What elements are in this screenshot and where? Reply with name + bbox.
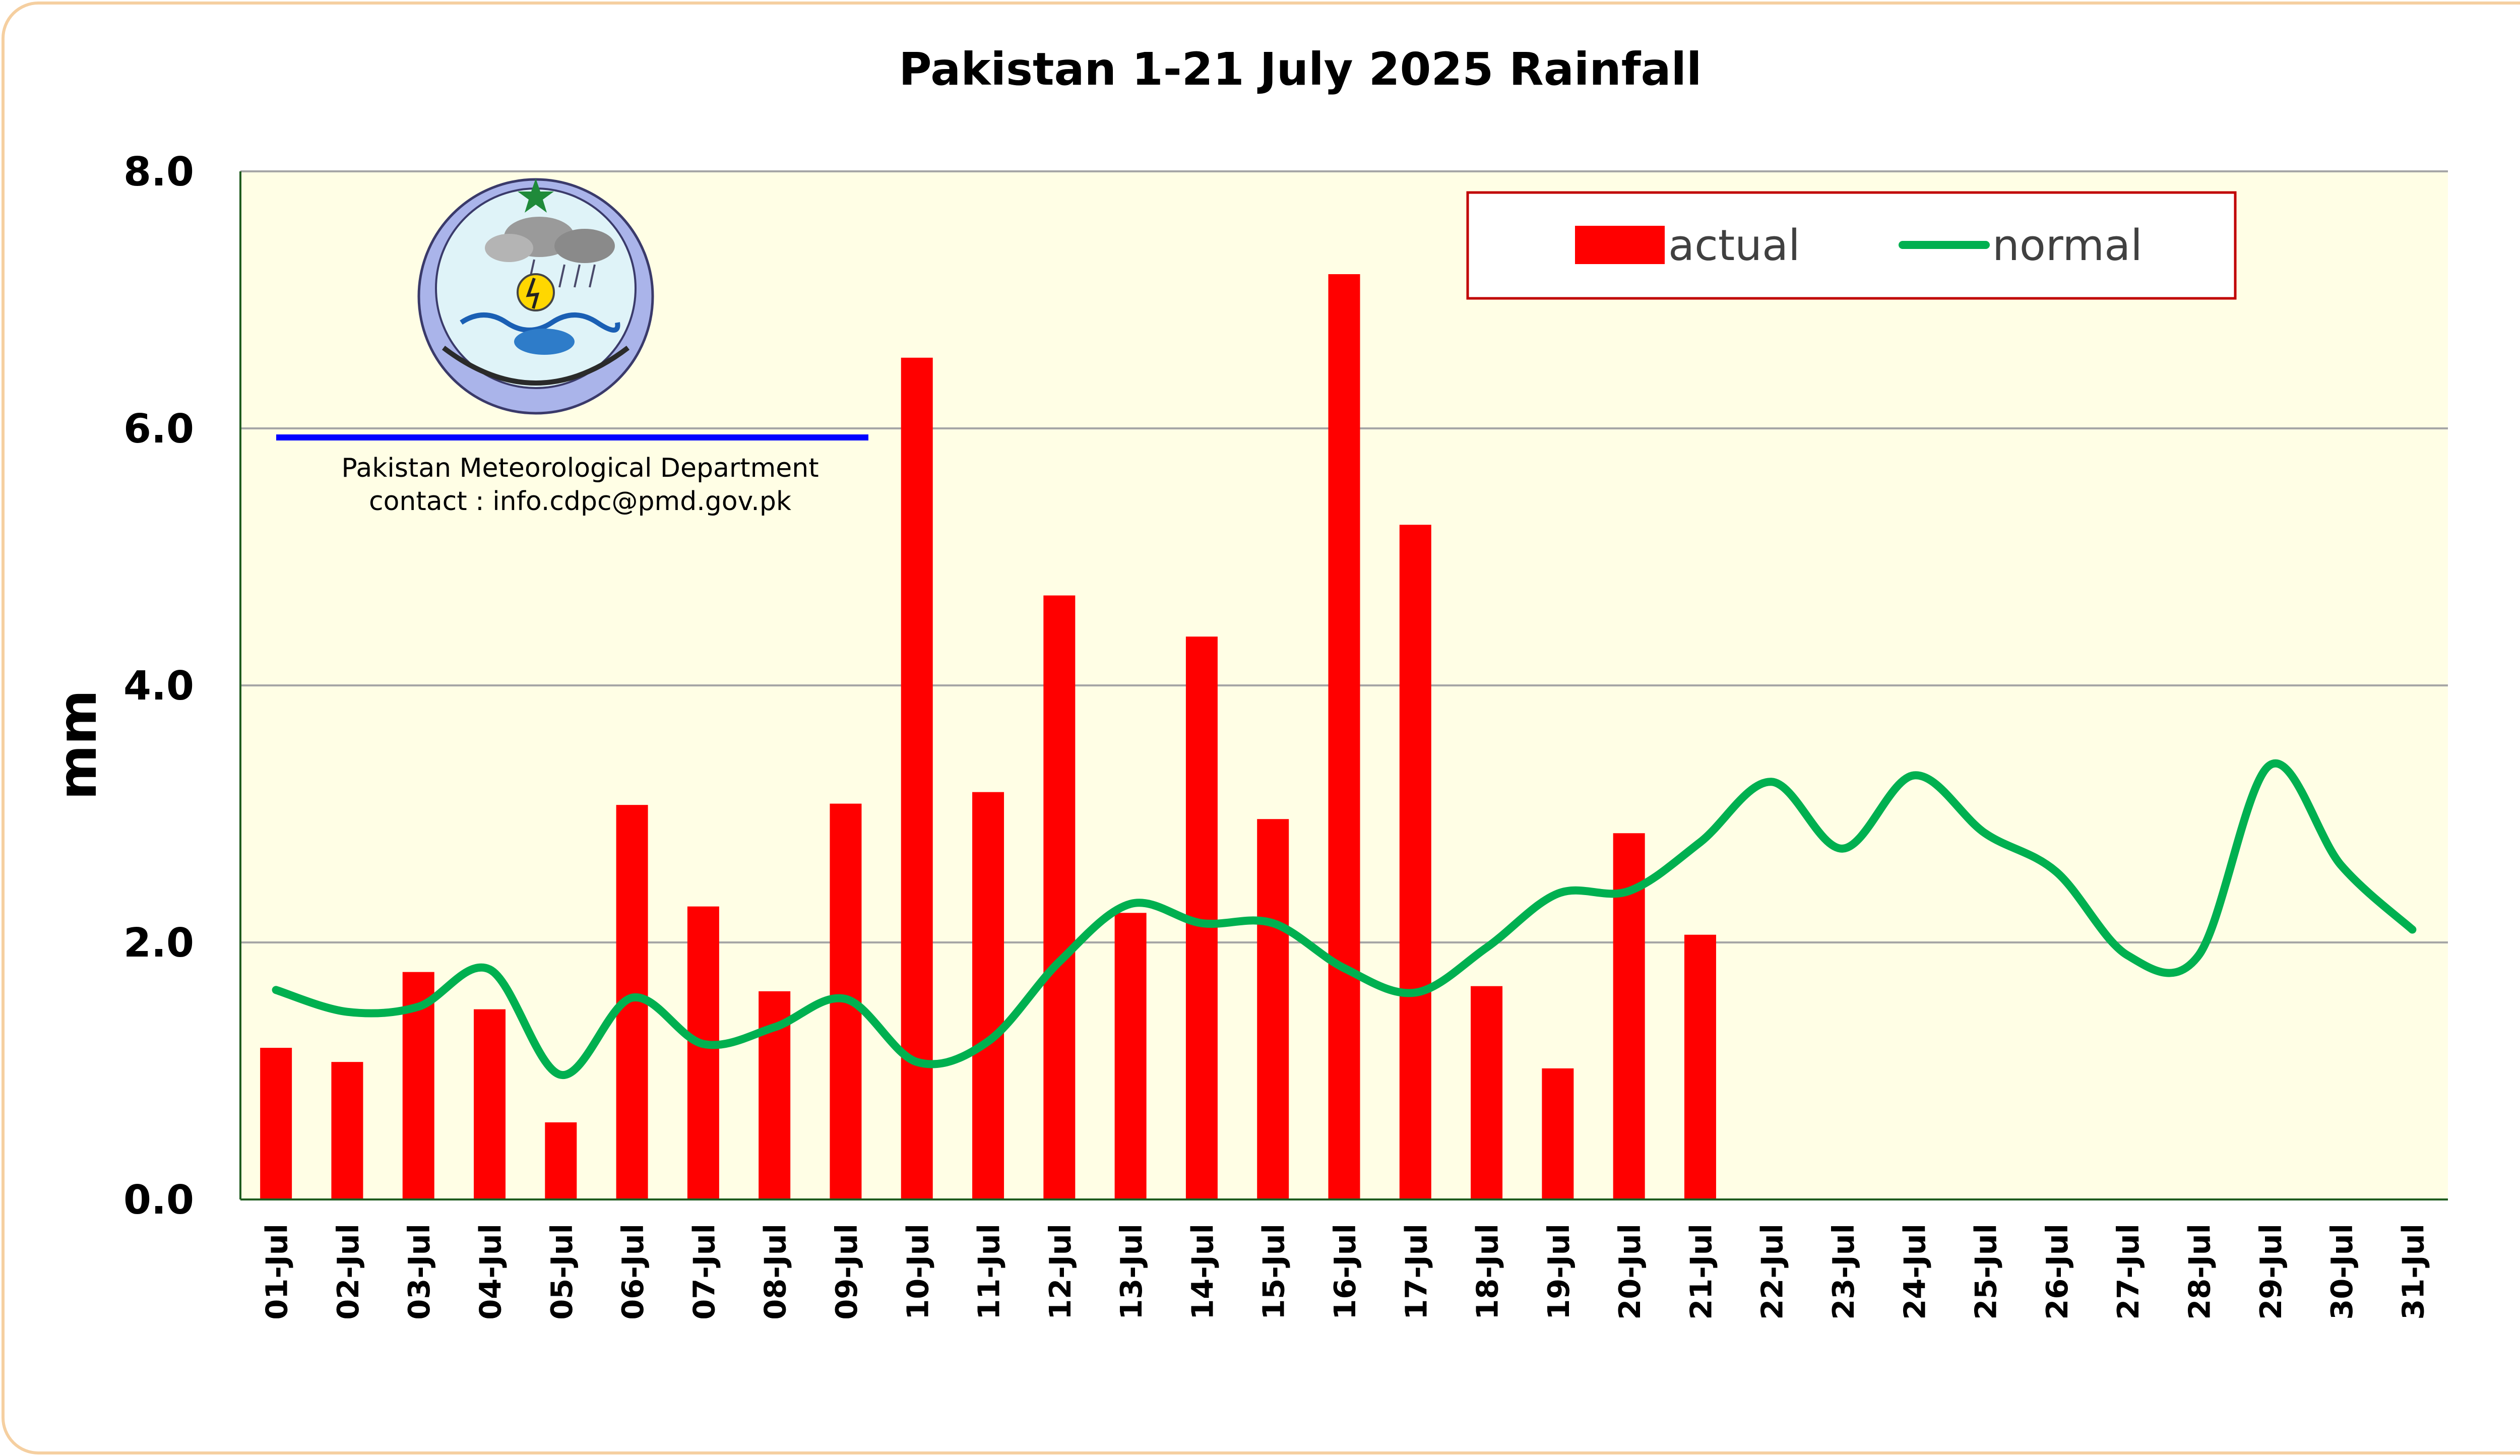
bar-actual-18-Jul xyxy=(1471,986,1503,1199)
x-tick-label: 28-Jul xyxy=(2182,1224,2217,1320)
bar-actual-19-Jul xyxy=(1542,1068,1574,1199)
x-tick-label: 25-Jul xyxy=(1969,1224,2003,1320)
x-tick-label: 03-Jul xyxy=(402,1224,436,1320)
x-tick-label: 09-Jul xyxy=(829,1224,864,1320)
bar-actual-10-Jul xyxy=(901,357,933,1199)
x-tick-label: 08-Jul xyxy=(758,1224,793,1320)
bar-actual-13-Jul xyxy=(1114,913,1147,1199)
x-tick-label: 19-Jul xyxy=(1541,1224,1576,1320)
pmd-caption-line1: Pakistan Meteorological Department xyxy=(341,453,818,483)
x-tick-label: 20-Jul xyxy=(1612,1224,1647,1320)
x-tick-label: 01-Jul xyxy=(260,1224,294,1320)
x-tick-label: 29-Jul xyxy=(2253,1224,2288,1320)
pmd-caption-line2: contact : info.cdpc@pmd.gov.pk xyxy=(369,486,791,517)
actual-bars xyxy=(260,274,1716,1199)
y-axis-label: mm xyxy=(47,690,108,800)
x-tick-label: 21-Jul xyxy=(1683,1224,1718,1320)
x-tick-label: 07-Jul xyxy=(686,1224,721,1320)
bar-actual-17-Jul xyxy=(1399,525,1431,1199)
bar-actual-12-Jul xyxy=(1043,595,1076,1199)
bar-actual-21-Jul xyxy=(1684,934,1716,1199)
y-tick-label: 0.0 xyxy=(123,1177,194,1223)
x-tick-label: 17-Jul xyxy=(1399,1224,1433,1320)
y-tick-label: 2.0 xyxy=(123,920,194,966)
y-tick-labels: 0.0 2.0 4.0 6.0 8.0 xyxy=(123,149,194,1223)
x-tick-label: 30-Jul xyxy=(2324,1224,2359,1320)
legend-swatch-actual xyxy=(1575,226,1665,264)
x-tick-label: 26-Jul xyxy=(2040,1224,2074,1320)
bar-actual-16-Jul xyxy=(1328,274,1360,1199)
x-tick-label: 02-Jul xyxy=(331,1224,365,1320)
y-tick-label: 4.0 xyxy=(123,663,194,709)
y-tick-label: 8.0 xyxy=(123,149,194,195)
bar-actual-01-Jul xyxy=(260,1048,292,1199)
bar-actual-15-Jul xyxy=(1257,819,1289,1199)
bar-actual-07-Jul xyxy=(687,906,719,1199)
x-tick-label: 05-Jul xyxy=(544,1224,579,1320)
x-tick-labels: 01-Jul 02-Jul 03-Jul 04-Jul 05-Jul 06-Jul 07-J… xyxy=(260,1224,2431,1320)
normal-line xyxy=(272,759,2417,1079)
x-tick-label: 18-Jul xyxy=(1470,1224,1505,1320)
legend-label-normal: normal xyxy=(1992,221,2143,271)
x-tick-label: 24-Jul xyxy=(1897,1224,1932,1320)
x-tick-label: 04-Jul xyxy=(473,1224,508,1320)
bar-actual-04-Jul xyxy=(474,1009,506,1199)
x-tick-label: 15-Jul xyxy=(1256,1224,1291,1320)
x-tick-label: 22-Jul xyxy=(1755,1224,1790,1320)
x-tick-label: 27-Jul xyxy=(2111,1224,2146,1320)
legend: actual normal xyxy=(1466,191,2237,300)
x-tick-label: 06-Jul xyxy=(615,1224,650,1320)
x-tick-label: 11-Jul xyxy=(972,1224,1006,1320)
bar-actual-05-Jul xyxy=(545,1122,577,1199)
bar-actual-02-Jul xyxy=(331,1062,363,1199)
x-tick-label: 14-Jul xyxy=(1185,1224,1220,1320)
axes xyxy=(239,171,2448,1200)
x-tick-label: 31-Jul xyxy=(2396,1224,2430,1320)
x-tick-label: 16-Jul xyxy=(1328,1224,1362,1320)
legend-label-actual: actual xyxy=(1668,221,1800,271)
chart-title: Pakistan 1-21 July 2025 Rainfall xyxy=(899,43,1702,95)
pmd-logo xyxy=(417,178,654,415)
x-tick-label: 13-Jul xyxy=(1114,1224,1149,1320)
x-tick-label: 23-Jul xyxy=(1826,1224,1861,1320)
x-tick-label: 10-Jul xyxy=(900,1224,935,1320)
y-tick-label: 6.0 xyxy=(123,406,194,452)
bar-actual-11-Jul xyxy=(972,792,1004,1199)
x-tick-label: 12-Jul xyxy=(1043,1224,1078,1320)
